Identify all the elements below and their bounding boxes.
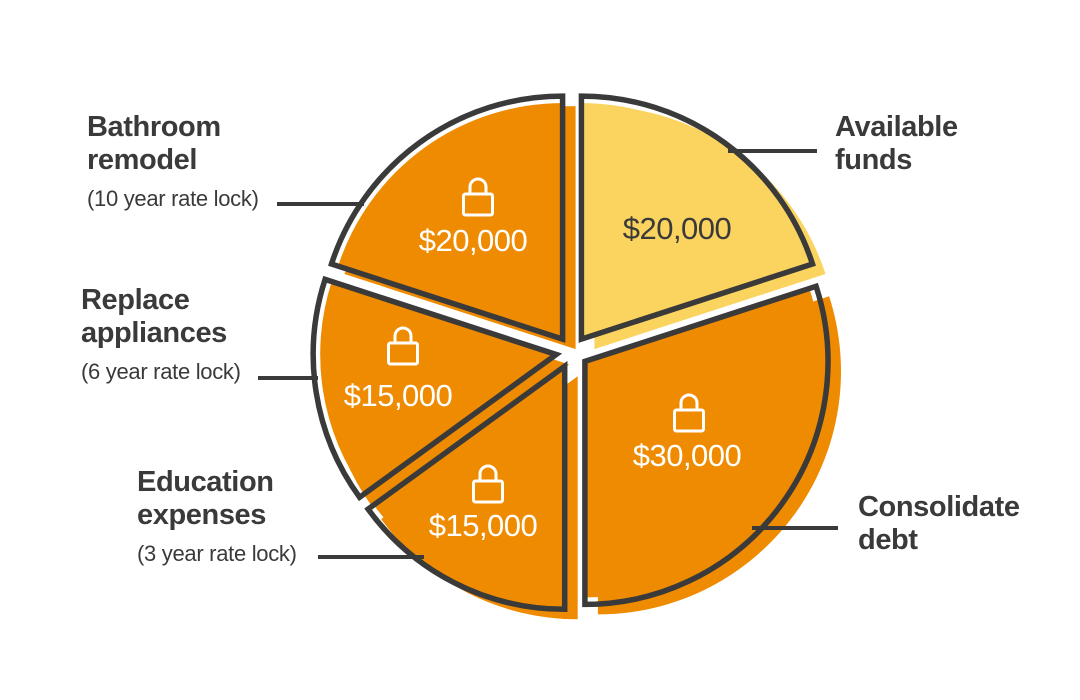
slice-value-replace-appliances: $15,000	[344, 378, 453, 413]
label-available-funds: Available funds	[835, 111, 985, 177]
label-bathroom-remodel-text: Bathroom remodel	[87, 111, 221, 176]
label-education-expenses: Education expenses (3 year rate lock)	[137, 466, 327, 567]
label-education-expenses-sublabel: (3 year rate lock)	[137, 541, 297, 566]
label-education-expenses-text: Education expenses	[137, 466, 274, 531]
leader-line-layer	[258, 149, 838, 559]
label-consolidate-debt-text: Consolidate debt	[858, 491, 1020, 556]
pie-slice-outline-available-funds	[578, 93, 816, 343]
label-replace-appliances: Replace appliances (6 year rate lock)	[81, 284, 271, 385]
pie-slice-outline-consolidate-debt	[582, 282, 831, 608]
pie-slice-outline-replace-appliances	[310, 275, 563, 502]
pie-slice-available-funds	[581, 103, 806, 340]
label-replace-appliances-sublabel: (6 year rate lock)	[81, 359, 241, 384]
label-consolidate-debt: Consolidate debt	[858, 491, 1043, 557]
label-bathroom-remodel: Bathroom remodel (10 year rate lock)	[87, 111, 272, 212]
label-replace-appliances-text: Replace appliances	[81, 284, 227, 349]
lock-icon	[462, 177, 494, 217]
pie-slice-replace-appliances	[320, 281, 557, 494]
slice-value-consolidate-debt: $30,000	[633, 438, 742, 473]
lock-icon	[472, 464, 504, 504]
label-bathroom-remodel-sublabel: (10 year rate lock)	[87, 186, 259, 211]
slice-value-bathroom-remodel: $20,000	[419, 223, 528, 258]
pie-slice-bathroom-remodel	[338, 103, 563, 340]
pie-slice-layer	[310, 93, 831, 613]
slice-value-available-funds: $20,000	[623, 211, 732, 246]
lock-icon	[387, 326, 419, 366]
pie-slice-outline-bathroom-remodel	[328, 93, 566, 343]
pie-slice-outline-education-expenses	[364, 360, 568, 613]
pie-value-layer: $20,000 $30,000 $15,000 $15,000 $20,000	[344, 177, 742, 543]
lock-icon	[673, 393, 705, 433]
pie-slice-education-expenses	[373, 366, 565, 603]
pie-slice-consolidate-debt	[584, 288, 821, 598]
slice-value-education-expenses: $15,000	[429, 508, 538, 543]
label-available-funds-text: Available funds	[835, 111, 958, 176]
